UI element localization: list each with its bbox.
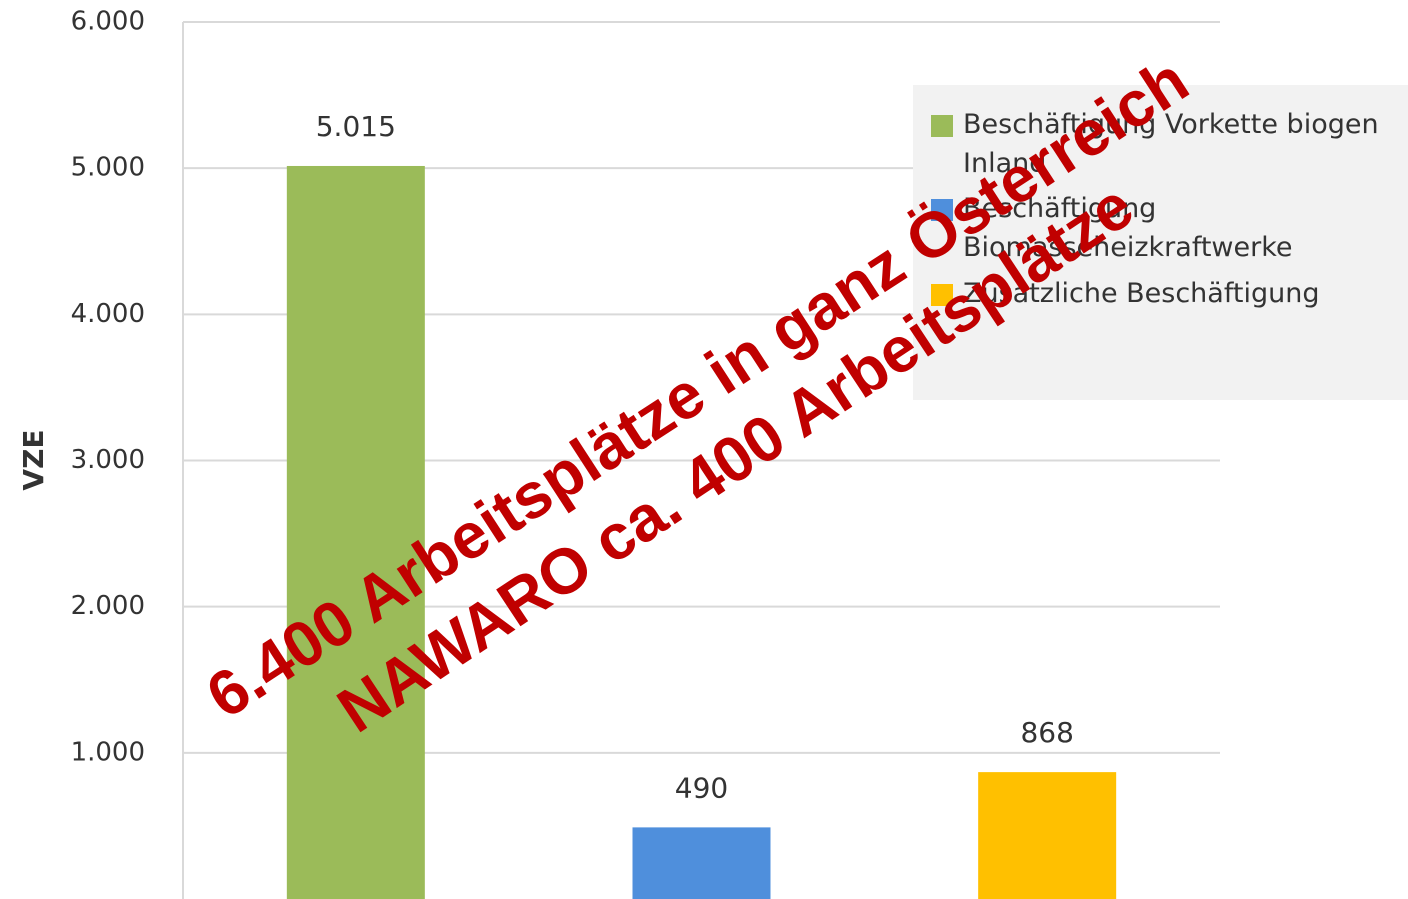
legend-label: Beschäftigung Vorkette biogen Inland bbox=[963, 109, 1379, 180]
bar bbox=[286, 165, 425, 899]
data-label: 490 bbox=[675, 771, 728, 804]
legend-swatch bbox=[931, 199, 953, 222]
y-tick-label: 2.000 bbox=[71, 591, 145, 621]
y-tick-label: 1.000 bbox=[71, 737, 145, 767]
annotation: NAWARO ca. 400 Arbeitsplätze bbox=[325, 169, 1146, 746]
y-axis-label: VZE bbox=[17, 429, 50, 490]
data-label: 5.015 bbox=[316, 110, 396, 143]
y-tick-label: 4.000 bbox=[71, 299, 145, 329]
bar bbox=[632, 827, 771, 899]
y-tick-label: 6.000 bbox=[71, 7, 145, 37]
legend-item: Zusätzliche Beschäftigung bbox=[931, 274, 1403, 313]
legend-swatch bbox=[931, 115, 953, 137]
legend-item: Beschäftigung Biomasseheizkraftwerke bbox=[931, 189, 1403, 267]
legend-label: Beschäftigung Biomasseheizkraftwerke bbox=[963, 193, 1293, 264]
y-tick-label: 3.000 bbox=[71, 445, 145, 475]
legend-item: Beschäftigung Vorkette biogen Inland bbox=[931, 105, 1403, 183]
data-label: 868 bbox=[1020, 716, 1073, 749]
y-tick-label: 5.000 bbox=[71, 153, 145, 183]
legend: Beschäftigung Vorkette biogen Inland Besc… bbox=[913, 85, 1408, 400]
legend-swatch bbox=[931, 283, 953, 306]
bar bbox=[978, 772, 1117, 899]
annotation: 6.400 Arbeitsplätze in ganz Österreich bbox=[194, 43, 1201, 732]
legend-label: Zusätzliche Beschäftigung bbox=[963, 277, 1320, 309]
